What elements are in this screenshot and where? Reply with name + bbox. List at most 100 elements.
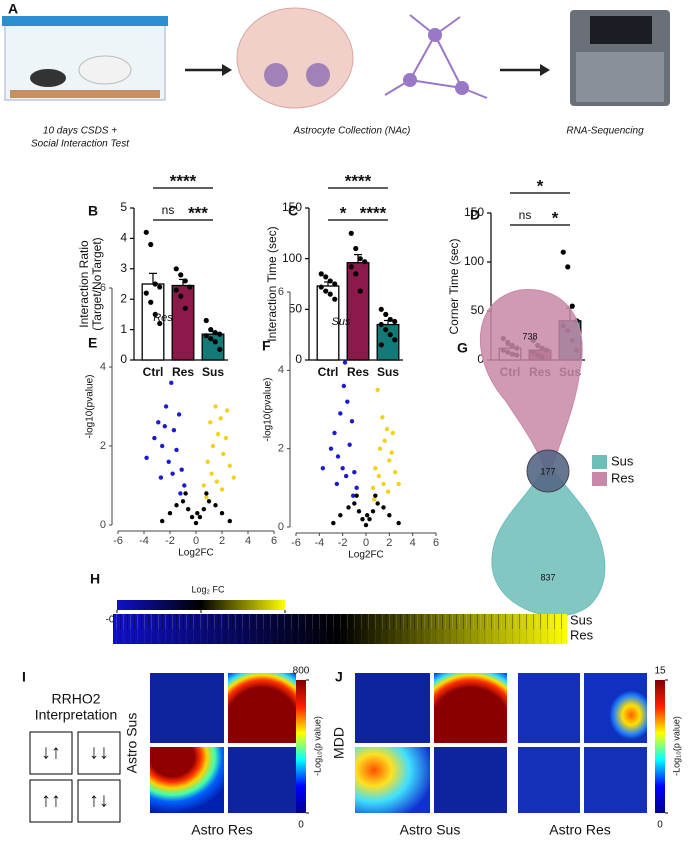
data-point — [392, 337, 398, 343]
quadrant-box — [29, 779, 73, 823]
data-point — [332, 430, 337, 436]
row-label: Sus — [570, 612, 593, 627]
data-point — [352, 469, 357, 475]
data-point — [158, 475, 164, 480]
data-point — [381, 505, 386, 510]
data-point — [353, 271, 359, 277]
x-tick-label: -2 — [165, 535, 175, 547]
data-point — [327, 291, 333, 297]
venn-count: 837 — [540, 572, 555, 582]
heatmap-quadrant — [518, 673, 580, 743]
data-point — [383, 311, 389, 317]
data-point — [176, 412, 182, 417]
legend-swatch — [592, 455, 607, 469]
significance-label: * — [537, 176, 544, 195]
data-point — [323, 288, 329, 294]
colorbar-tick-label: 15 — [654, 666, 666, 677]
data-point — [179, 467, 184, 472]
data-point — [187, 284, 193, 290]
data-point — [148, 241, 154, 248]
data-point — [347, 442, 352, 447]
data-point — [148, 299, 154, 305]
data-point — [162, 424, 167, 429]
data-point — [178, 491, 183, 496]
data-point — [338, 411, 343, 416]
panel-letter: E — [88, 335, 97, 351]
data-point — [318, 284, 324, 290]
data-point — [348, 264, 354, 270]
data-point — [209, 471, 214, 476]
data-point — [227, 518, 232, 524]
data-point — [182, 305, 188, 311]
significance-label: *** — [188, 203, 208, 222]
chart-title: Sus — [332, 316, 351, 328]
arrow-head — [222, 64, 232, 76]
x-tick-label: -4 — [139, 535, 149, 547]
colorbar-tick-label: 800 — [293, 666, 310, 677]
x-axis-label: Astro Res — [191, 822, 252, 838]
colorbar — [655, 680, 665, 813]
data-point — [189, 514, 195, 520]
data-point — [218, 416, 223, 421]
data-point — [205, 459, 210, 464]
venn-count: 738 — [522, 331, 537, 341]
x-tick-label: Res — [172, 365, 194, 379]
y-tick-label: 5 — [120, 200, 127, 214]
y-tick-label: 0 — [100, 519, 106, 531]
data-point — [354, 493, 359, 498]
data-point — [170, 471, 175, 476]
data-point — [350, 493, 356, 498]
heatmap-quadrant — [518, 747, 580, 813]
data-point — [569, 303, 575, 309]
data-point — [144, 455, 149, 461]
data-point — [390, 430, 396, 436]
data-point — [221, 451, 226, 457]
data-point — [171, 428, 177, 433]
nac — [306, 63, 330, 87]
data-point — [349, 419, 355, 424]
colorbar — [296, 680, 306, 813]
data-point — [375, 501, 380, 506]
data-point — [152, 281, 158, 287]
data-point — [223, 435, 229, 441]
data-point — [219, 487, 225, 492]
quadrant-arrows: ↓↓ — [89, 741, 109, 763]
data-point — [323, 274, 329, 280]
heatmap-quadrant — [228, 673, 296, 743]
data-point — [318, 271, 324, 277]
y-axis-label: -log10(pvalue) — [85, 375, 96, 439]
data-point — [210, 443, 216, 449]
data-point — [396, 481, 401, 487]
data-point — [195, 510, 200, 516]
workflow-art — [2, 7, 670, 109]
heatmap-quadrant — [434, 673, 507, 743]
y-axis-label: Corner Time (sec) — [447, 238, 461, 334]
x-tick-label: Ctrl — [318, 365, 339, 379]
significance-label: **** — [360, 203, 387, 222]
data-point — [213, 404, 218, 409]
data-point — [560, 249, 566, 255]
colorbar-tick-label: 0 — [657, 820, 663, 831]
data-point — [201, 483, 206, 488]
data-point — [334, 481, 340, 487]
workflow-caption: 10 days CSDS + — [43, 126, 117, 137]
data-point — [231, 475, 236, 480]
heatmap-row-texture — [113, 614, 567, 629]
data-point — [178, 293, 184, 299]
panel-letter: I — [22, 669, 26, 685]
workflow-caption: RNA-Sequencing — [566, 126, 644, 137]
panel-letter: B — [88, 203, 98, 219]
data-point — [357, 256, 363, 262]
chart-title: Res — [153, 312, 173, 324]
y-tick-label: 3 — [120, 261, 127, 275]
astrocytes — [384, 14, 488, 99]
y-tick-label: 6 — [278, 286, 284, 298]
heatmap-quadrant — [150, 673, 224, 743]
data-point — [383, 327, 389, 333]
data-point — [331, 520, 336, 526]
x-tick-label: -2 — [338, 537, 348, 549]
x-tick-label: 0 — [193, 535, 199, 547]
significance-label: * — [552, 208, 559, 227]
data-point — [206, 499, 212, 504]
mouse — [78, 55, 132, 85]
